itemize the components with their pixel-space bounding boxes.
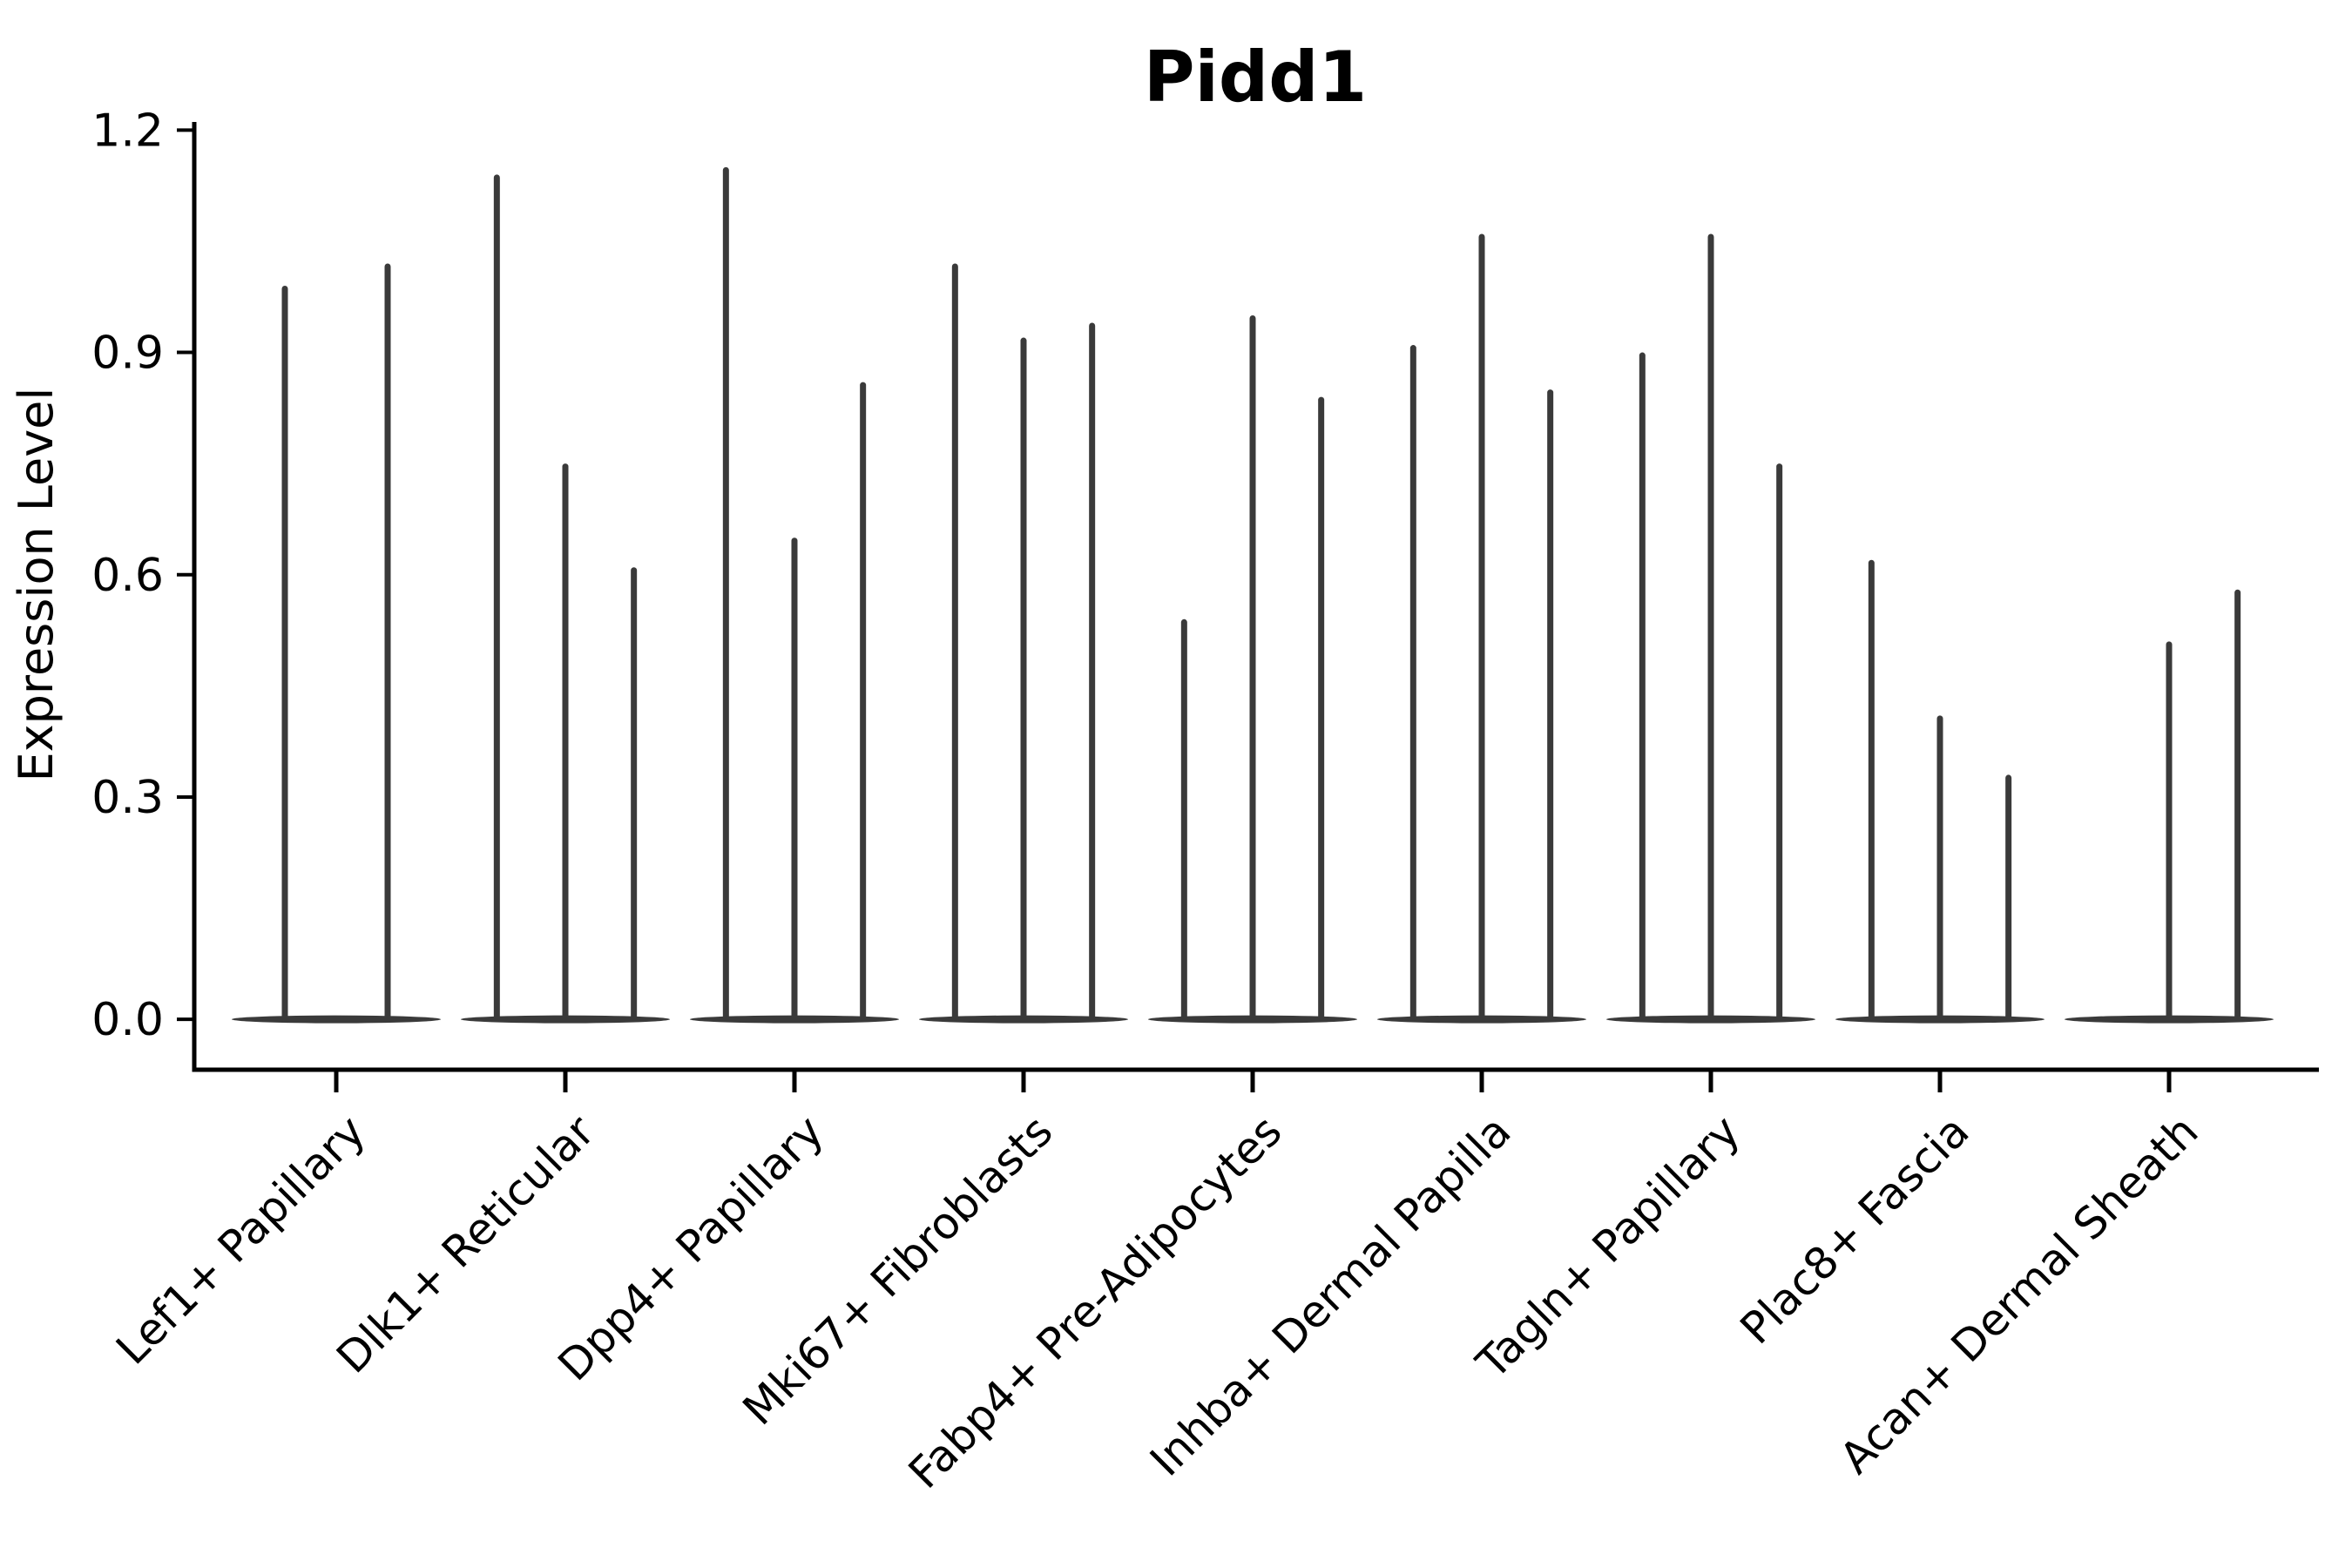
- y-tick-label: 0.3: [91, 772, 164, 824]
- y-tick-label: 0.6: [91, 550, 164, 602]
- x-tick-label: Plac8+ Fascia: [1731, 1105, 1979, 1354]
- y-axis-label: Expression Level: [9, 388, 64, 782]
- y-tick-label: 0.0: [91, 994, 164, 1046]
- chart-title: Pidd1: [1144, 37, 1367, 118]
- violin-base: [232, 1015, 441, 1024]
- y-tick-label: 0.9: [91, 328, 164, 380]
- y-tick-label: 1.2: [91, 105, 164, 157]
- x-tick-label: Fabp4+ Pre-Adipocytes: [899, 1105, 1292, 1498]
- x-tick-label: Lef1+ Papillary: [106, 1105, 375, 1374]
